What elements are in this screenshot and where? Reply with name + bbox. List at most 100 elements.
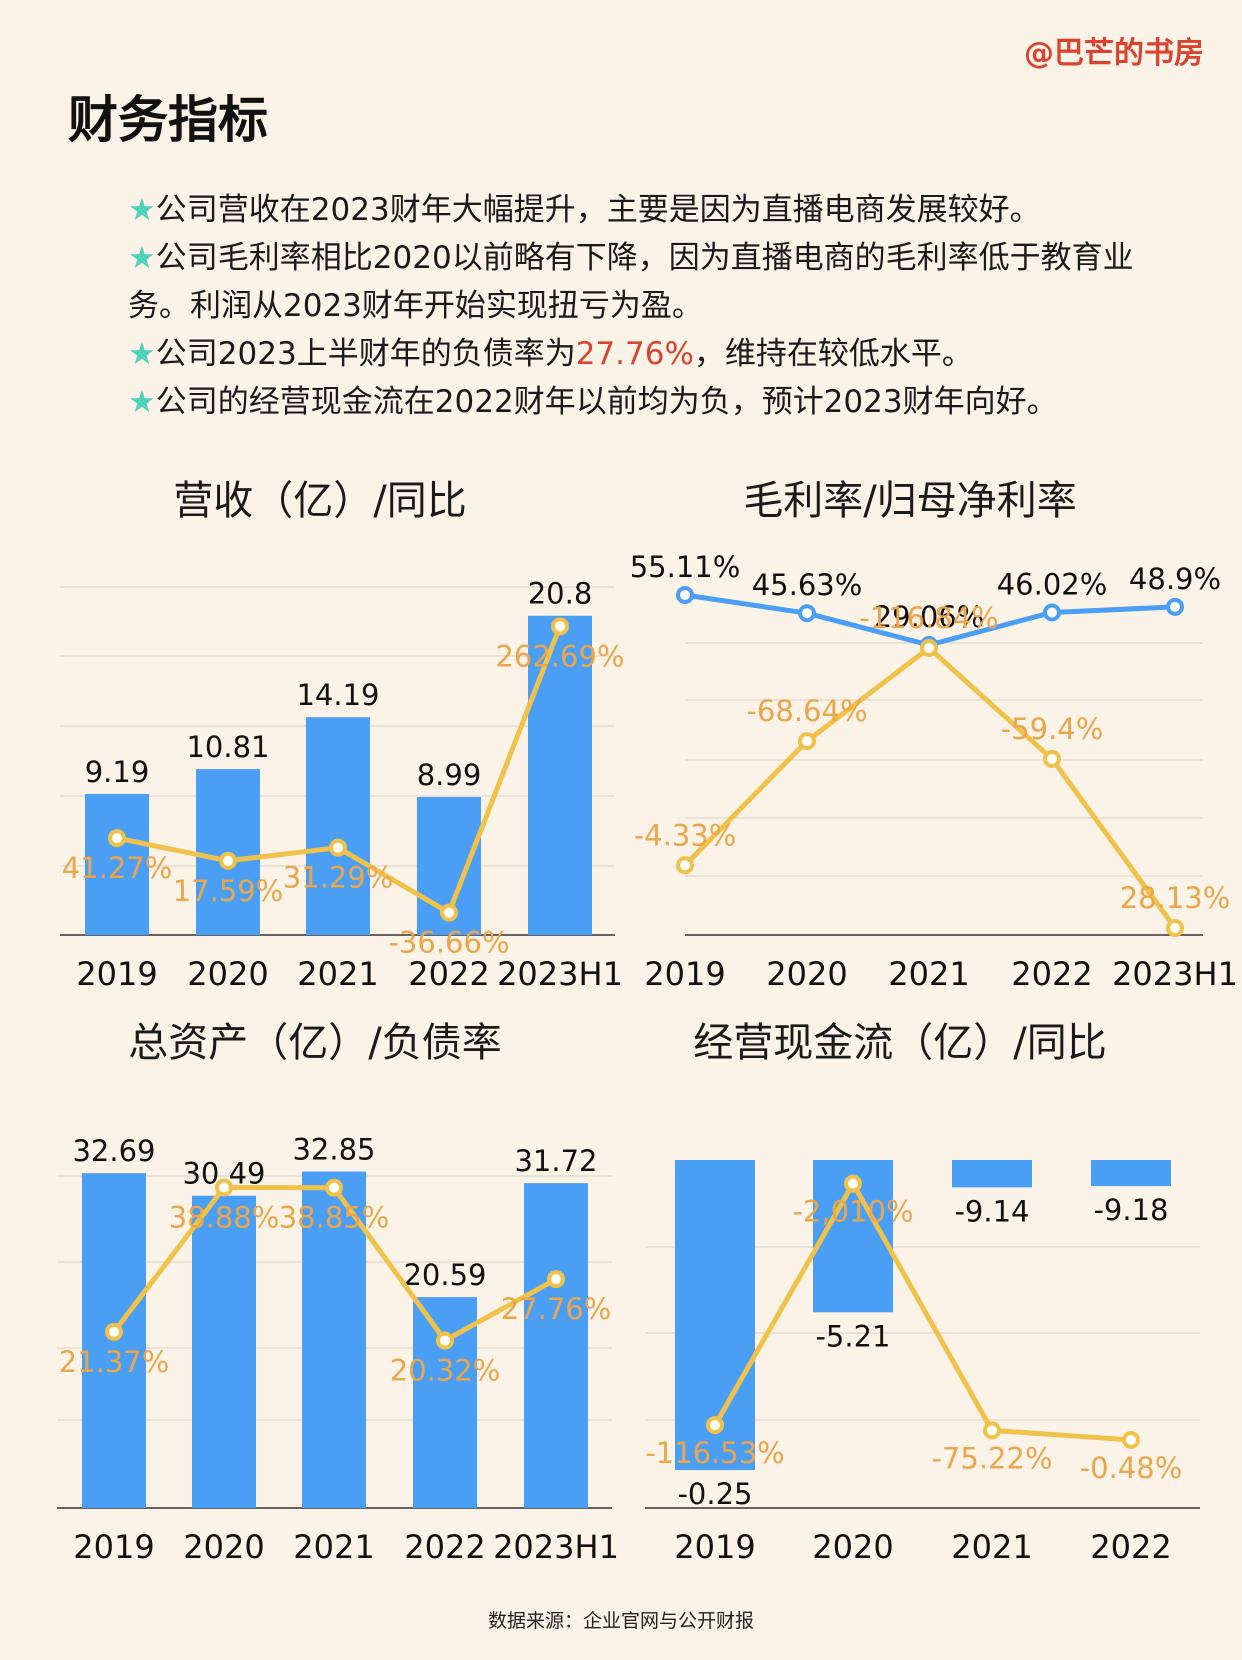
bar bbox=[192, 1195, 256, 1508]
bar-value-label: -9.18 bbox=[1093, 1193, 1168, 1227]
line-point bbox=[798, 732, 816, 751]
x-tick-label: 2019 bbox=[644, 955, 725, 993]
line-point bbox=[329, 838, 347, 857]
line-value-label: -2,010% bbox=[792, 1195, 913, 1229]
star-icon: ★ bbox=[128, 384, 156, 420]
line-point bbox=[436, 1331, 454, 1350]
line-point bbox=[105, 1322, 123, 1341]
star-icon: ★ bbox=[128, 192, 156, 228]
bullet-1: ★公司营收在2023财年大幅提升，主要是因为直播电商发展较好。 bbox=[128, 186, 1148, 234]
data-source-footer: 数据来源：企业官网与公开财报 bbox=[487, 1610, 754, 1632]
line-point bbox=[219, 851, 237, 870]
bar bbox=[1091, 1160, 1171, 1187]
line-value-label: -59.4% bbox=[1001, 712, 1104, 746]
bar bbox=[306, 717, 370, 935]
x-tick-label: 2022 bbox=[1011, 955, 1092, 993]
line-value-label: -36.66% bbox=[388, 926, 509, 960]
x-tick-label: 2021 bbox=[888, 955, 969, 993]
summary-bullets: ★公司营收在2023财年大幅提升，主要是因为直播电商发展较好。 ★公司毛利率相比… bbox=[128, 186, 1148, 426]
bar-value-label: 20.59 bbox=[403, 1258, 486, 1292]
x-tick-label: 2020 bbox=[812, 1528, 893, 1566]
bar-value-label: -9.14 bbox=[954, 1194, 1029, 1228]
line-value-label: -116.53% bbox=[645, 1436, 785, 1470]
line-value-label: 31.29% bbox=[283, 861, 394, 895]
revenue-chart-title: 营收（亿）/同比 bbox=[173, 478, 467, 524]
x-tick-label: 2022 bbox=[408, 955, 489, 993]
bar bbox=[528, 615, 592, 935]
bar bbox=[952, 1160, 1032, 1188]
line-point bbox=[1166, 597, 1184, 616]
bullet-text: 公司2023上半财年的负债率为 bbox=[155, 336, 576, 372]
bullet-text: 公司营收在2023财年大幅提升，主要是因为直播电商发展较好。 bbox=[155, 192, 1041, 228]
line-value-label: 20.32% bbox=[390, 1353, 501, 1387]
x-tick-label: 2023H1 bbox=[497, 955, 623, 993]
page-title: 财务指标 bbox=[68, 91, 268, 149]
x-tick-label: 2021 bbox=[293, 1528, 374, 1566]
x-tick-label: 2022 bbox=[1090, 1528, 1171, 1566]
x-tick-label: 2019 bbox=[674, 1528, 755, 1566]
x-tick-label: 2021 bbox=[297, 955, 378, 993]
line-value-label: -116.84% bbox=[859, 601, 999, 635]
margin-chart-title: 毛利率/归母净利率 bbox=[743, 478, 1077, 524]
bullet-3: ★公司2023上半财年的负债率为27.76%，维持在较低水平。 bbox=[128, 330, 1148, 378]
line-point bbox=[215, 1178, 233, 1197]
line-value-label: 262.69% bbox=[495, 639, 624, 673]
line-point bbox=[547, 1270, 565, 1289]
x-tick-label: 2021 bbox=[951, 1528, 1032, 1566]
line-value-label: 45.63% bbox=[752, 568, 863, 602]
line-point bbox=[440, 903, 458, 922]
line-series bbox=[683, 645, 1178, 930]
line-point bbox=[551, 617, 569, 636]
line-point bbox=[920, 639, 938, 657]
line-point bbox=[1122, 1430, 1140, 1449]
star-icon: ★ bbox=[128, 240, 156, 276]
bar-value-label: 14.19 bbox=[296, 678, 379, 712]
debt-ratio-highlight: 27.76% bbox=[575, 336, 694, 372]
line-value-label: 28.13% bbox=[1120, 881, 1231, 915]
x-tick-label: 2020 bbox=[183, 1528, 264, 1566]
x-tick-label: 2019 bbox=[73, 1528, 154, 1566]
line-value-label: 48.9% bbox=[1129, 562, 1221, 596]
cashflow-chart-title: 经营现金流（亿）/同比 bbox=[693, 1020, 1107, 1066]
line-value-label: 55.11% bbox=[630, 550, 741, 584]
line-point bbox=[1043, 749, 1061, 768]
line-series bbox=[712, 1181, 1132, 1443]
bullet-text: 公司的经营现金流在2022财年以前均为负，预计2023财年向好。 bbox=[155, 384, 1058, 420]
bar-value-label: 31.72 bbox=[514, 1144, 597, 1178]
line-point bbox=[798, 604, 816, 623]
bar-value-label: 10.81 bbox=[186, 730, 269, 764]
line-value-label: -4.33% bbox=[634, 818, 737, 852]
line-value-label: 41.27% bbox=[62, 851, 173, 885]
line-value-label: 17.59% bbox=[173, 874, 284, 908]
bar-value-label: -0.25 bbox=[677, 1477, 752, 1511]
bar-value-label: 32.85 bbox=[292, 1133, 375, 1167]
line-value-label: 27.76% bbox=[501, 1292, 612, 1326]
line-value-label: 46.02% bbox=[997, 567, 1108, 601]
line-value-label: 38.88% bbox=[169, 1200, 280, 1234]
bullet-text: 公司毛利率相比2020以前略有下降，因为直播电商的毛利率低于教育业务。利润从20… bbox=[128, 240, 1134, 324]
line-value-label: -0.48% bbox=[1080, 1451, 1183, 1485]
bar bbox=[85, 793, 149, 935]
x-tick-label: 2019 bbox=[76, 955, 157, 993]
line-point bbox=[1043, 603, 1061, 622]
x-tick-label: 2023H1 bbox=[493, 1528, 619, 1566]
bullet-4: ★公司的经营现金流在2022财年以前均为负，预计2023财年向好。 bbox=[128, 378, 1148, 426]
line-point bbox=[676, 586, 694, 604]
bar bbox=[524, 1183, 588, 1508]
bar-value-label: 20.8 bbox=[528, 577, 593, 611]
line-point bbox=[983, 1421, 1001, 1440]
line-point bbox=[844, 1174, 862, 1193]
assets-chart-title: 总资产（亿）/负债率 bbox=[128, 1020, 502, 1066]
bar-value-label: 32.69 bbox=[72, 1134, 155, 1168]
star-icon: ★ bbox=[128, 336, 156, 372]
bar bbox=[302, 1171, 366, 1508]
bullet-text: ，维持在较低水平。 bbox=[693, 336, 973, 372]
line-value-label: 38.85% bbox=[279, 1201, 390, 1235]
x-tick-label: 2020 bbox=[187, 955, 268, 993]
line-point bbox=[676, 856, 694, 875]
x-tick-label: 2020 bbox=[766, 955, 847, 993]
line-value-label: 29.06% bbox=[874, 600, 985, 634]
x-tick-label: 2022 bbox=[404, 1528, 485, 1566]
x-tick-label: 2023H1 bbox=[1112, 955, 1238, 993]
